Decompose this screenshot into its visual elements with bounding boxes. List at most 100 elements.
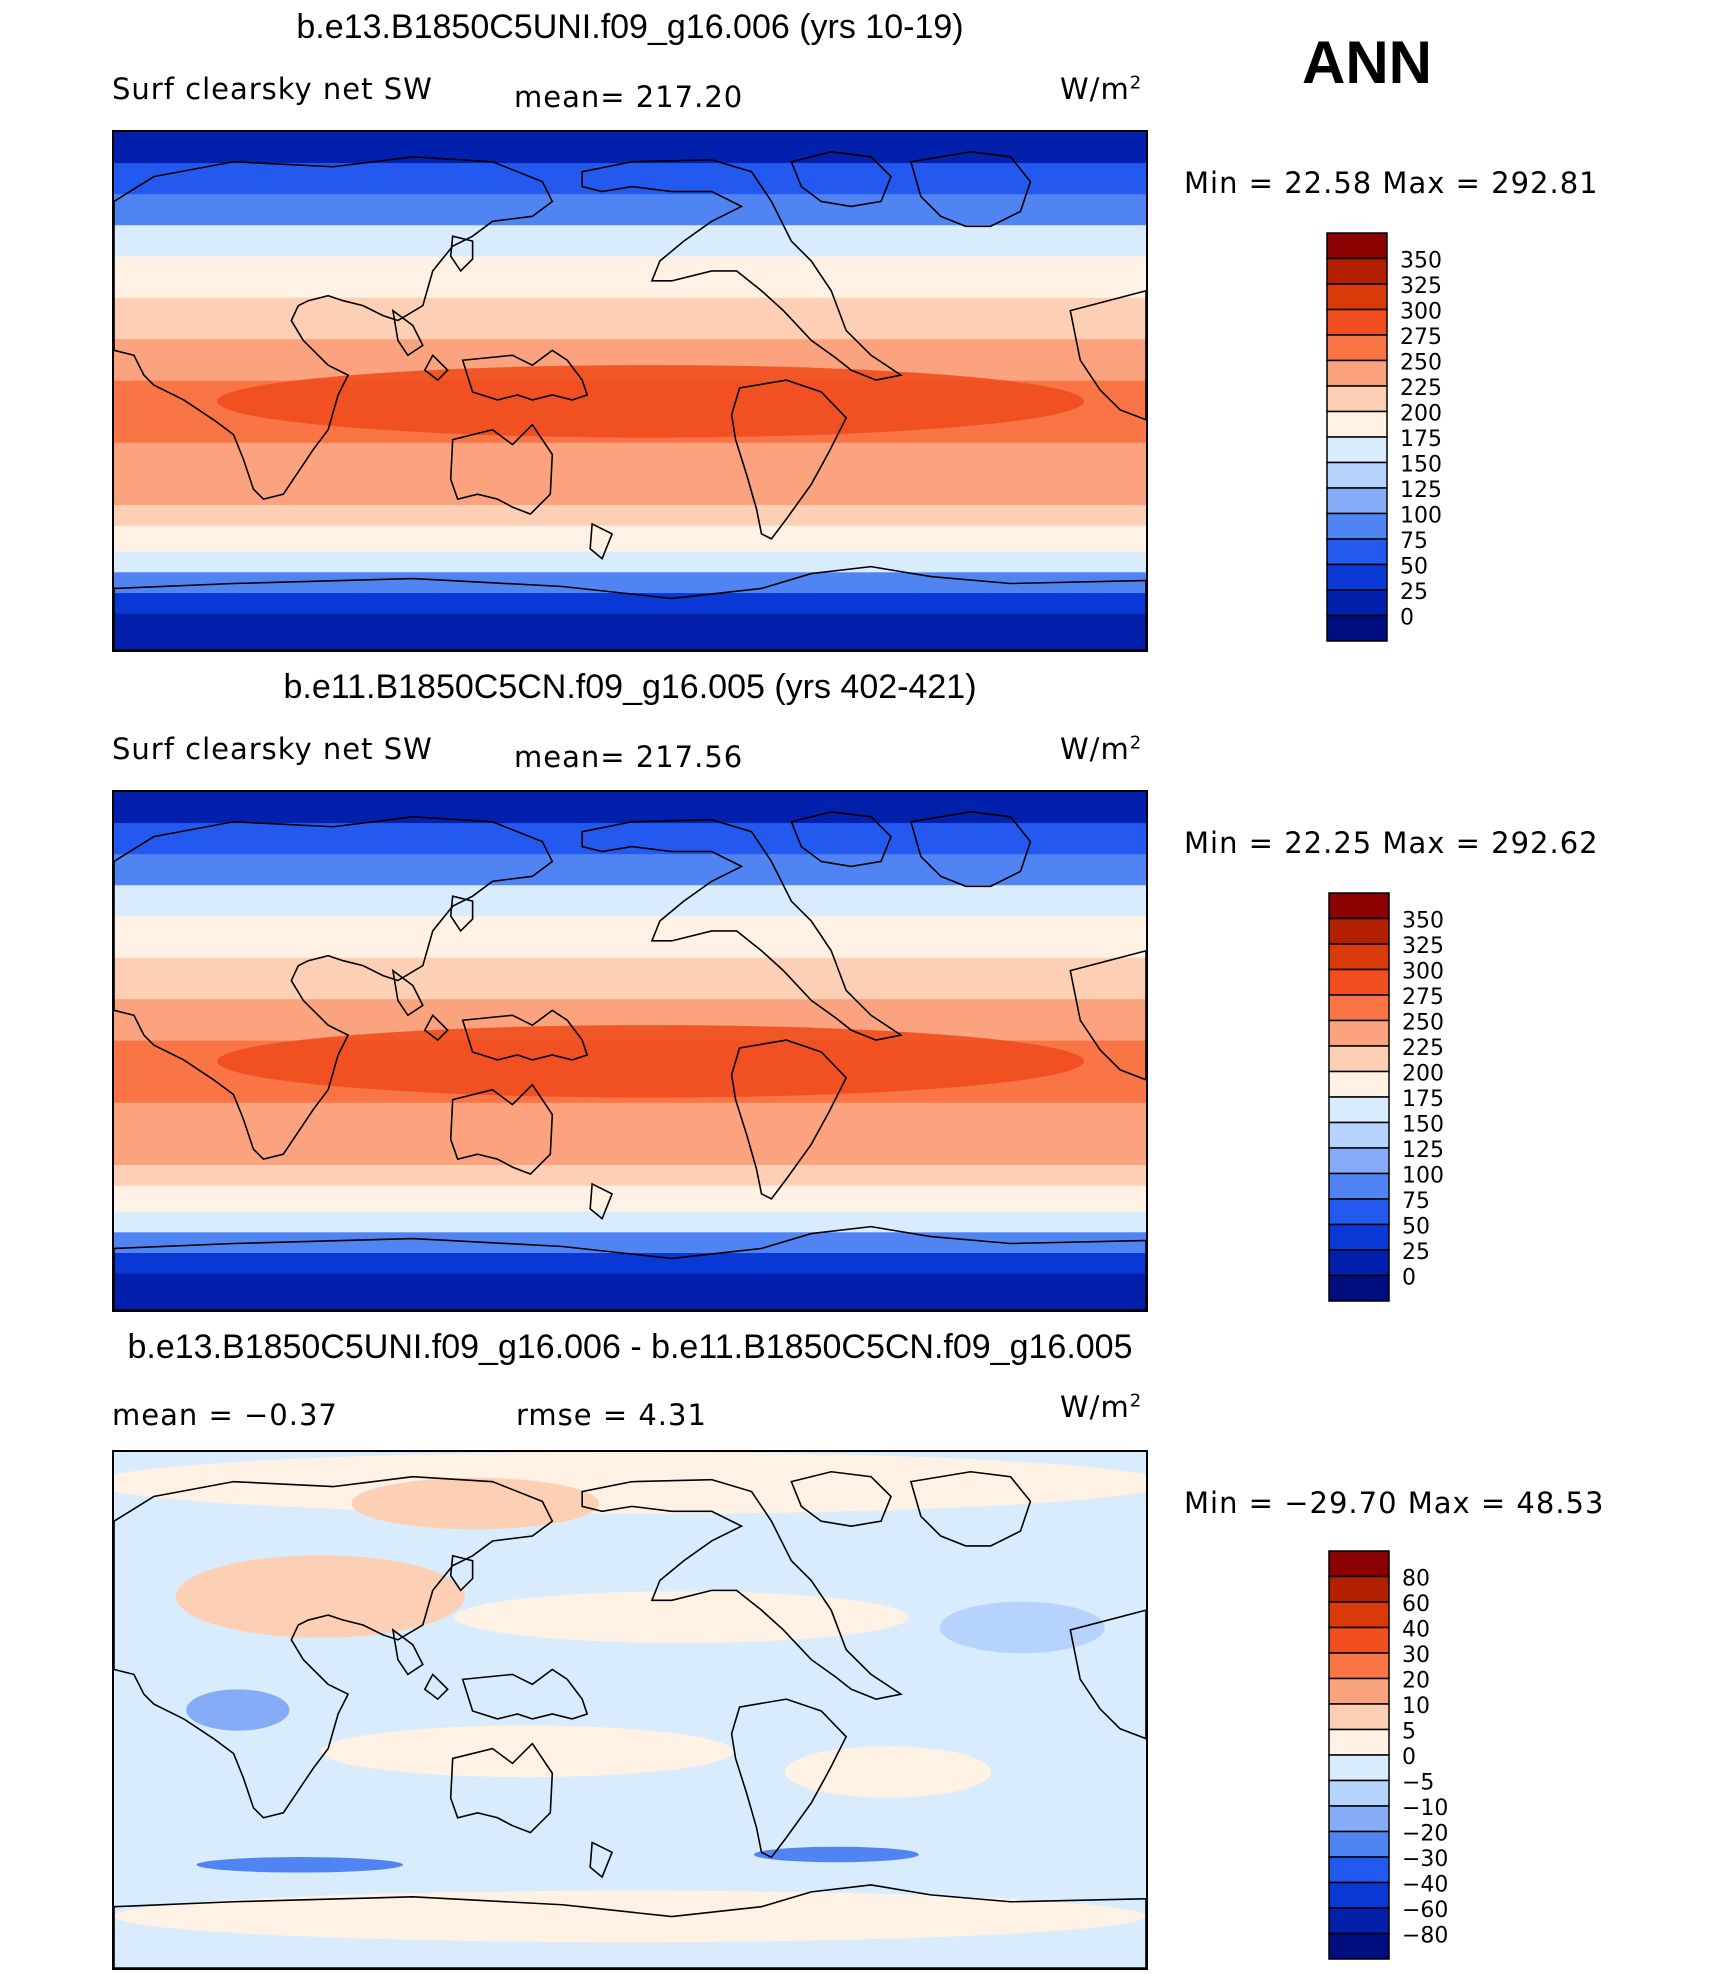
- coastline: [114, 565, 1146, 650]
- colorbar-swatch: [1328, 1274, 1390, 1302]
- colorbar-tick-label: 5: [1402, 1720, 1416, 1745]
- field-band: [114, 885, 1146, 918]
- panel-3-colorbar: 80 60 40 30 20 10 5 0 −5 −10 −20 −30 −40 −60 −80: [1328, 1550, 1488, 1962]
- colorbar-tick-label: 100: [1400, 504, 1442, 529]
- colorbar-swatch: [1328, 994, 1390, 1022]
- colorbar-tick-label: 200: [1400, 402, 1442, 427]
- coastline: [790, 1470, 892, 1527]
- panel-1-title: b.e13.B1850C5UNI.f09_g16.006 (yrs 10-19): [296, 8, 964, 46]
- coastline: [589, 1841, 614, 1879]
- colorbar-tick-label: 350: [1402, 909, 1444, 934]
- colorbar-swatch: [1328, 1550, 1390, 1578]
- coastline: [909, 1470, 1032, 1547]
- coastline: [423, 1013, 449, 1042]
- colorbar-tick-label: 75: [1400, 529, 1428, 554]
- colorbar-tick-label: 50: [1402, 1215, 1430, 1240]
- colorbar-tick-label: 50: [1400, 555, 1428, 580]
- colorbar-swatch: [1328, 1045, 1390, 1073]
- coastline: [449, 1554, 474, 1592]
- field-band: [114, 1211, 1146, 1234]
- coastline: [449, 423, 554, 515]
- colorbar-tick-label: 175: [1402, 1087, 1444, 1112]
- colorbar-swatch: [1328, 1932, 1390, 1960]
- colorbar-swatch: [1326, 538, 1388, 566]
- coastline: [581, 158, 903, 381]
- field-band: [114, 132, 1146, 165]
- panel-3-min-max: Min = −29.70 Max = 48.53: [1184, 1486, 1605, 1520]
- colorbar-tick-label: −10: [1402, 1796, 1448, 1821]
- panel-1-colorbar: 350 325 300 275 250 225 200 175 150 125 100 75 50 25 0: [1326, 232, 1486, 644]
- field-band: [114, 1102, 1146, 1135]
- colorbar-tick-label: 0: [1402, 1266, 1416, 1291]
- field-band: [784, 1746, 992, 1798]
- field-band: [114, 823, 1146, 856]
- panel-1-mean-label: mean= 217.20: [514, 80, 744, 114]
- colorbar-swatch: [1328, 1198, 1390, 1226]
- colorbar-swatch: [1328, 917, 1390, 945]
- panel-3-title: b.e13.B1850C5UNI.f09_g16.006 - b.e11.B18…: [127, 1328, 1133, 1366]
- panel-1-units: W/m2: [1060, 72, 1143, 106]
- coastline: [461, 1668, 589, 1720]
- panel-3-rmse-label: rmse = 4.31: [516, 1398, 707, 1432]
- colorbar-tick-label: −5: [1402, 1771, 1434, 1796]
- panel-2-mean-label: mean= 217.56: [514, 740, 744, 774]
- field-band: [753, 1846, 919, 1863]
- field-band: [114, 957, 1146, 1001]
- colorbar-swatch: [1326, 283, 1388, 311]
- field-band: [114, 504, 1146, 527]
- coastline: [114, 156, 554, 501]
- coastline: [423, 1673, 449, 1701]
- colorbar-tick-label: 300: [1402, 960, 1444, 985]
- field-band: [351, 1477, 600, 1530]
- field-band: [939, 1601, 1105, 1654]
- colorbar-swatch: [1328, 1223, 1390, 1251]
- panel-2-map: [112, 790, 1148, 1312]
- field-band: [196, 1857, 403, 1873]
- field-band: [114, 194, 1146, 227]
- colorbar-tick-label: 20: [1402, 1669, 1430, 1694]
- colorbar-swatch: [1328, 1249, 1390, 1277]
- colorbar-tick-label: 275: [1400, 325, 1442, 350]
- colorbar-tick-label: 125: [1400, 478, 1442, 503]
- panel-2-min-max: Min = 22.25 Max = 292.62: [1184, 826, 1599, 860]
- colorbar-swatch: [1326, 436, 1388, 464]
- colorbar-swatch: [1328, 1779, 1390, 1807]
- colorbar-tick-label: 80: [1402, 1567, 1430, 1592]
- panel-2-title: b.e11.B1850C5CN.f09_g16.005 (yrs 402-421…: [283, 668, 977, 706]
- colorbar-swatch: [1328, 1754, 1390, 1782]
- colorbar-swatch: [1328, 1856, 1390, 1884]
- colorbar-swatch: [1326, 359, 1388, 387]
- coastline: [589, 1182, 614, 1221]
- field-band: [175, 1555, 465, 1638]
- field-band: [114, 854, 1146, 887]
- colorbar-swatch: [1328, 1147, 1390, 1175]
- field-band: [114, 572, 1146, 595]
- colorbar-swatch: [1328, 1626, 1390, 1654]
- field-band: [114, 792, 1146, 825]
- colorbar-tick-label: 25: [1402, 1240, 1430, 1265]
- colorbar-swatch: [1328, 1172, 1390, 1200]
- field-band: [114, 256, 1146, 299]
- field-band: [114, 916, 1146, 959]
- colorbar-swatch: [1328, 943, 1390, 971]
- colorbar-swatch: [1328, 1575, 1390, 1603]
- colorbar-tick-label: 0: [1402, 1745, 1416, 1770]
- panel-1-map: [112, 130, 1148, 652]
- coastline: [423, 353, 449, 382]
- colorbar-swatch: [1326, 614, 1388, 642]
- colorbar-swatch: [1326, 410, 1388, 438]
- field-band: [454, 1591, 909, 1643]
- coastline: [1069, 289, 1146, 421]
- field-band: [114, 163, 1146, 196]
- coastline: [790, 151, 892, 208]
- field-band: [114, 1890, 1146, 1943]
- field-band: [114, 525, 1146, 553]
- colorbar-tick-label: 300: [1400, 300, 1442, 325]
- colorbar-swatch: [1326, 257, 1388, 285]
- coastline: [449, 895, 474, 933]
- colorbar-tick-label: 325: [1400, 274, 1442, 299]
- field-band: [114, 593, 1146, 615]
